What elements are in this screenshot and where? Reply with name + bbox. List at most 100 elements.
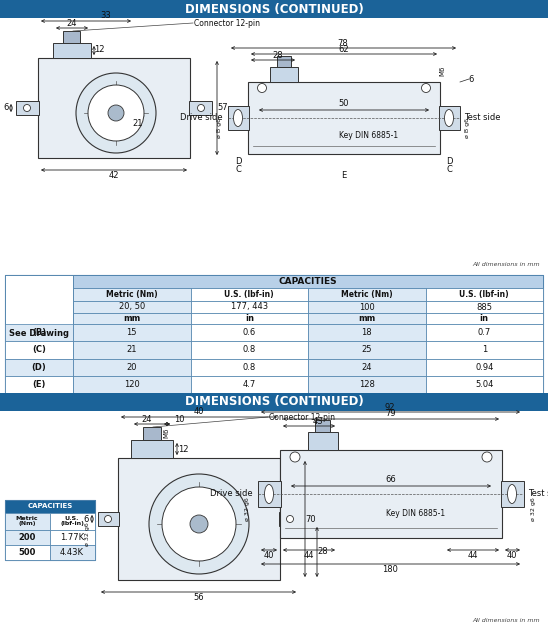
Bar bbox=[5, 275, 73, 393]
Text: 70: 70 bbox=[306, 515, 316, 524]
Bar bbox=[191, 358, 308, 376]
Bar bbox=[0, 18, 548, 275]
Text: 21: 21 bbox=[127, 346, 137, 354]
Bar bbox=[0, 393, 548, 411]
Text: 10: 10 bbox=[174, 415, 184, 424]
Text: Test side: Test side bbox=[528, 489, 548, 498]
Text: 33: 33 bbox=[101, 11, 111, 20]
Bar bbox=[425, 313, 543, 324]
Text: 24: 24 bbox=[142, 415, 152, 424]
Bar bbox=[131, 440, 173, 458]
Text: ø 32 g6: ø 32 g6 bbox=[530, 497, 535, 521]
Bar bbox=[98, 512, 119, 526]
Text: 885: 885 bbox=[476, 302, 492, 311]
Text: 66: 66 bbox=[386, 476, 396, 484]
Text: U.S. (lbf-in): U.S. (lbf-in) bbox=[225, 290, 274, 299]
Circle shape bbox=[290, 452, 300, 462]
Text: DIMENSIONS (CONTINUED): DIMENSIONS (CONTINUED) bbox=[185, 3, 363, 15]
Text: 56: 56 bbox=[193, 593, 204, 602]
Bar bbox=[5, 341, 73, 358]
Text: ø 32 g6: ø 32 g6 bbox=[85, 522, 90, 546]
Bar bbox=[308, 301, 425, 313]
Bar bbox=[143, 427, 161, 440]
Bar bbox=[425, 376, 543, 393]
Text: D: D bbox=[235, 157, 241, 167]
Text: (E): (E) bbox=[32, 380, 45, 389]
Text: Drive side: Drive side bbox=[210, 489, 253, 498]
Text: Metric
(Nm): Metric (Nm) bbox=[16, 515, 38, 526]
Bar bbox=[228, 106, 249, 130]
Text: C: C bbox=[446, 164, 452, 174]
Text: 28: 28 bbox=[318, 548, 328, 557]
Text: 24: 24 bbox=[67, 18, 77, 27]
Bar bbox=[50, 530, 95, 545]
Text: in: in bbox=[245, 314, 254, 323]
Bar bbox=[191, 288, 308, 301]
Text: 1: 1 bbox=[482, 346, 487, 354]
Text: mm: mm bbox=[358, 314, 375, 323]
Text: DIMENSIONS (CONTINUED): DIMENSIONS (CONTINUED) bbox=[185, 396, 363, 408]
Text: 500: 500 bbox=[18, 548, 36, 557]
Text: 0.7: 0.7 bbox=[478, 328, 491, 337]
Text: 4.43K: 4.43K bbox=[60, 548, 84, 557]
Text: Metric (Nm): Metric (Nm) bbox=[341, 290, 392, 299]
Text: 20, 50: 20, 50 bbox=[118, 302, 145, 311]
Text: 100: 100 bbox=[359, 302, 375, 311]
Bar bbox=[308, 358, 425, 376]
Bar bbox=[308, 432, 338, 450]
Bar bbox=[315, 420, 330, 432]
Bar bbox=[308, 376, 425, 393]
Bar bbox=[308, 313, 425, 324]
Bar bbox=[5, 513, 50, 530]
Text: Connector 12-pin: Connector 12-pin bbox=[194, 18, 260, 27]
Circle shape bbox=[162, 487, 236, 561]
Text: See Drawing: See Drawing bbox=[9, 330, 69, 339]
Text: ø B g6: ø B g6 bbox=[218, 118, 222, 138]
Text: 6: 6 bbox=[3, 103, 9, 112]
Bar bbox=[16, 101, 39, 115]
Text: D: D bbox=[446, 157, 452, 167]
Text: 12: 12 bbox=[178, 444, 189, 453]
Text: 1.77K: 1.77K bbox=[60, 533, 84, 542]
Text: ø 32 g6: ø 32 g6 bbox=[246, 497, 250, 521]
Text: 79: 79 bbox=[386, 410, 396, 418]
Circle shape bbox=[287, 515, 294, 522]
Text: 21: 21 bbox=[133, 119, 143, 127]
Bar bbox=[73, 376, 191, 393]
Bar bbox=[0, 411, 548, 614]
Bar bbox=[191, 341, 308, 358]
Bar bbox=[279, 512, 300, 526]
Bar bbox=[501, 481, 524, 507]
Text: 200: 200 bbox=[18, 533, 36, 542]
Bar bbox=[191, 313, 308, 324]
Text: 5.04: 5.04 bbox=[475, 380, 493, 389]
Text: 4.7: 4.7 bbox=[243, 380, 256, 389]
Text: All dimensions in mm: All dimensions in mm bbox=[472, 262, 540, 268]
Text: 6: 6 bbox=[469, 75, 473, 84]
Text: 0.8: 0.8 bbox=[243, 363, 256, 372]
Text: Connector 12-pin: Connector 12-pin bbox=[269, 413, 335, 422]
Circle shape bbox=[421, 84, 431, 93]
Text: Key DIN 6885-1: Key DIN 6885-1 bbox=[386, 510, 446, 519]
Text: 128: 128 bbox=[359, 380, 375, 389]
Text: 44: 44 bbox=[468, 550, 478, 559]
Bar bbox=[5, 545, 50, 560]
Text: 43: 43 bbox=[313, 417, 323, 425]
Text: 18: 18 bbox=[362, 328, 372, 337]
Bar bbox=[73, 324, 191, 341]
Text: 20: 20 bbox=[127, 363, 137, 372]
Text: 0.6: 0.6 bbox=[243, 328, 256, 337]
Circle shape bbox=[108, 105, 124, 121]
Text: CAPACITIES: CAPACITIES bbox=[27, 503, 73, 510]
Bar bbox=[258, 481, 281, 507]
Bar bbox=[73, 301, 191, 313]
Text: 180: 180 bbox=[382, 564, 398, 574]
Bar bbox=[0, 0, 548, 18]
Text: 44: 44 bbox=[304, 550, 314, 559]
Text: CAPACITIES: CAPACITIES bbox=[279, 276, 338, 285]
Circle shape bbox=[105, 515, 111, 522]
Text: 40: 40 bbox=[194, 408, 204, 417]
Text: M6: M6 bbox=[439, 66, 445, 76]
Text: Key DIN 6885-1: Key DIN 6885-1 bbox=[339, 131, 398, 141]
Bar bbox=[191, 324, 308, 341]
